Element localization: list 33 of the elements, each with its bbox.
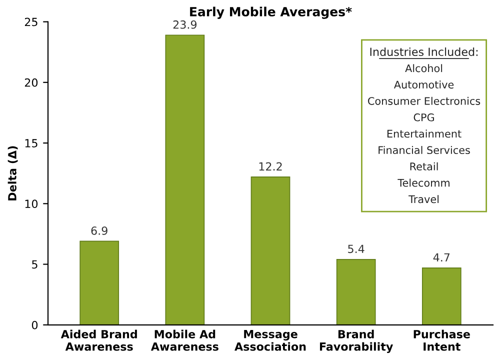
y-tick-label: 0 [32,320,38,330]
x-tick-label: Mobile Ad Awareness [150,330,218,351]
annotation: Automotive [394,80,454,89]
data-label: 6.9 [91,226,108,235]
y-tick-label: 25 [24,18,38,26]
y-axis-title: Delta (Δ) [8,146,18,200]
bar [250,176,290,325]
annotation: Alcohol [405,64,442,72]
bar [80,240,120,325]
data-label: 4.7 [433,253,450,262]
data-label: 5.4 [348,244,364,254]
x-tick-label: Message Association [234,330,306,351]
x-tick-label: Aided Brand Awareness [60,330,137,351]
y-tick-label: 5 [32,260,38,269]
annotation: Entertainment [387,130,462,138]
data-label: 12.2 [259,162,282,170]
x-tick-label: Purchase Intent [414,330,470,351]
annotation: Industries Included: [370,47,478,56]
bar [165,34,205,325]
annotation: Telecomm [398,178,450,187]
y-tick-label: 20 [24,78,38,87]
bar [336,258,376,325]
chart-title: Early Mobile Averages* [190,6,352,19]
annotation: Travel [408,195,439,204]
y-tick-label: 15 [25,139,38,148]
y-tick-label: 10 [25,200,38,208]
annotation: Consumer Electronics [368,96,480,105]
data-label: 23.9 [173,20,197,29]
x-tick-label: Brand Favorability [320,330,393,354]
bar [422,267,462,325]
annotation: CPG [414,113,434,122]
annotation: Retail [410,162,438,170]
annotation: Financial Services [378,146,470,154]
